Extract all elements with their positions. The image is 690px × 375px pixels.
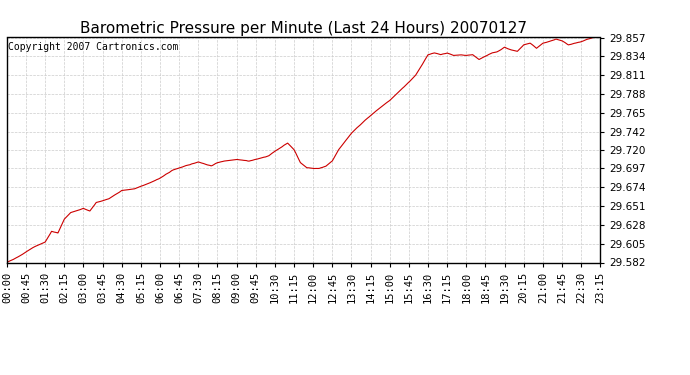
Title: Barometric Pressure per Minute (Last 24 Hours) 20070127: Barometric Pressure per Minute (Last 24 … (80, 21, 527, 36)
Text: Copyright 2007 Cartronics.com: Copyright 2007 Cartronics.com (8, 42, 179, 52)
